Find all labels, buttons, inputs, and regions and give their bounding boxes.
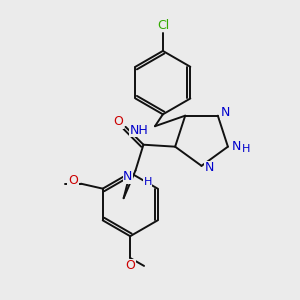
Text: Cl: Cl <box>157 19 169 32</box>
Text: O: O <box>68 174 78 187</box>
Text: H: H <box>242 144 250 154</box>
Text: O: O <box>114 116 124 128</box>
Text: O: O <box>125 260 135 272</box>
Text: N: N <box>205 161 214 174</box>
Text: H: H <box>143 177 152 188</box>
Text: N: N <box>232 140 241 153</box>
Text: N: N <box>123 170 133 183</box>
Text: N: N <box>221 106 230 119</box>
Text: NH: NH <box>129 124 148 137</box>
